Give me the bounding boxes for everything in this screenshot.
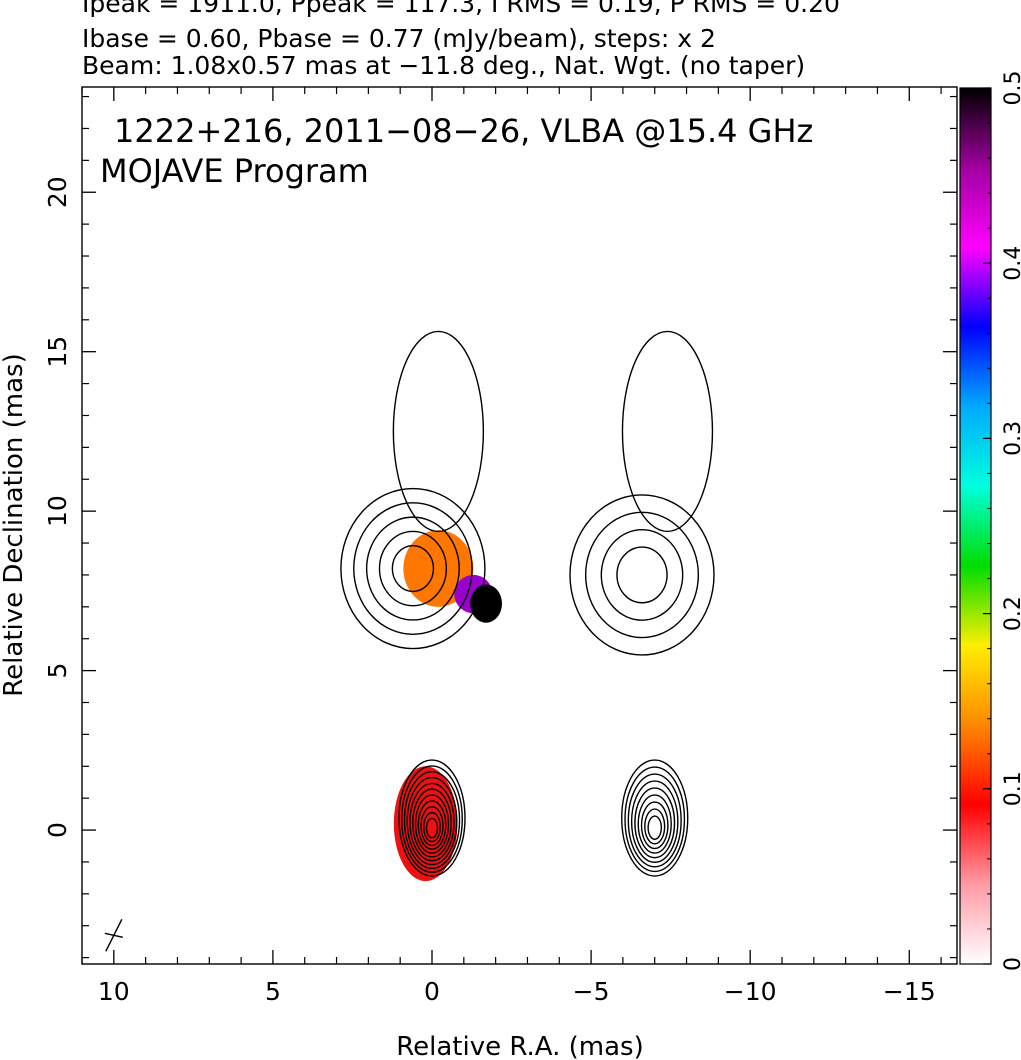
plot-frame [81,86,958,965]
knot-contour-left-3 [378,530,448,607]
y-tick-label: 0 [43,822,72,838]
x-tick-label: 5 [265,977,281,1006]
colorbar-strip [959,87,992,965]
y-tick-label: 10 [43,495,72,527]
colorbar: 0 0.1 0.2 0.3 0.4 0.5 [959,71,1021,971]
core-contour-left-5 [412,788,452,858]
core-contour-right-2 [627,773,682,868]
core-contour-right-8 [647,815,663,840]
header-line-3: Beam: 1.08x0.57 mas at −11.8 deg., Nat. … [82,51,806,80]
header-line-1: Ipeak = 1911.0, Ppeak = 117.3, I RMS = 0… [82,0,840,18]
core-contour-left-8 [420,806,444,847]
plot-title-line-2: MOJAVE Program [100,152,369,190]
y-tick-label: 5 [43,663,72,679]
core-contour-left-3 [406,776,458,866]
colorbar-tick-label: 0 [1001,957,1021,971]
x-tick-label: −15 [883,977,936,1006]
core-contour-right-1 [624,766,686,873]
x-tick-label: −10 [724,977,777,1006]
beam-minor-axis [104,932,123,938]
colorbar-tick-label: 0.2 [1001,596,1021,631]
colorbar-tick-label: 0.4 [1001,246,1021,281]
core-contour-right-5 [637,794,672,854]
core-contour-left-9 [423,811,441,843]
x-axis-label: Relative R.A. (mas) [396,1032,643,1060]
core-contour-right-7 [644,808,666,845]
y-tick-label: 20 [43,176,72,208]
plot-axes: 10 5 0 −5 −10 −15 0 5 10 15 20 [43,86,958,1006]
x-tick-label: 10 [98,977,130,1006]
core-contour-right-6 [640,801,669,850]
header-line-2: Ibase = 0.60, Pbase = 0.77 (mJy/beam), s… [82,24,716,53]
knot-contour-left-1 [353,502,473,635]
knot-contour-left-4 [391,544,435,593]
polarization-region-left-3 [470,584,502,623]
core-contour-right-3 [630,780,679,863]
jet-envelope-right [621,330,714,533]
core-contour-left-10 [425,817,439,839]
core-contour-left-0 [398,759,466,877]
plot-title-line-1: 1222+216, 2011−08−26, VLBA @15.4 GHz [114,112,813,150]
core-contour-right-0 [621,759,689,877]
knot-contour-left-2 [365,516,460,621]
knot-contour-right-2 [600,529,684,621]
y-axis-label: Relative Declination (mas) [0,353,29,696]
core-contour-left-6 [414,794,450,854]
core-contour-right-4 [634,787,676,859]
colorbar-tick-label: 0.3 [1001,421,1021,456]
knot-contour-right-0 [569,494,715,656]
core-contour-left-2 [403,771,461,870]
knot-contour-right-1 [584,511,700,639]
x-tick-label: 0 [424,977,440,1006]
knot-contour-left-0 [340,487,486,650]
contour-content [104,330,715,952]
core-contour-left-7 [417,800,447,850]
y-tick-label: 15 [43,336,72,368]
jet-envelope-left [392,330,485,533]
x-tick-label: −5 [573,977,610,1006]
core-contour-left-1 [401,765,463,873]
core-contour-left-4 [409,782,455,862]
colorbar-tick-label: 0.1 [1001,771,1021,806]
knot-contour-right-3 [616,546,668,604]
colorbar-tick-label: 0.5 [1001,71,1021,106]
